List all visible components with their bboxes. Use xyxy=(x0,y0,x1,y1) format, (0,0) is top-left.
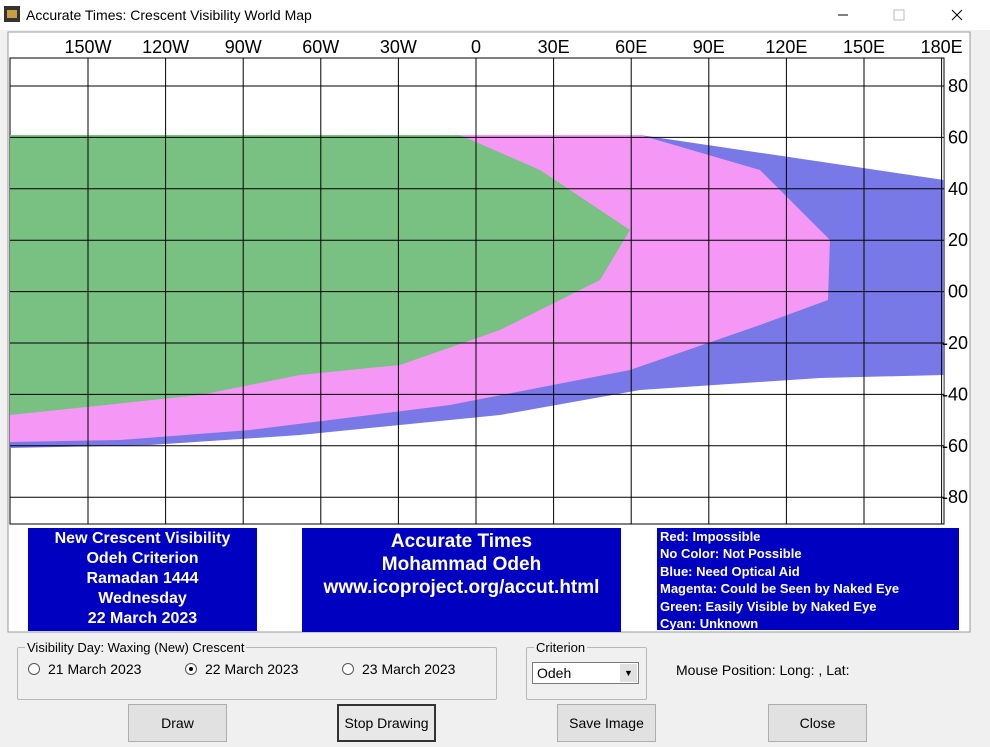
button[interactable]: Draw xyxy=(128,704,227,742)
group-label: Criterion xyxy=(534,640,588,655)
panel-line: Accurate Times xyxy=(390,531,533,552)
longitude-label: 30W xyxy=(380,37,417,57)
panel-line: 22 March 2023 xyxy=(87,610,198,627)
latitude-label: -80 xyxy=(942,487,968,507)
day-radio[interactable]: 21 March 2023 xyxy=(28,661,141,677)
panel-line: Blue: Need Optical Aid xyxy=(660,563,800,579)
panel-line: Red: Impossible xyxy=(660,529,761,544)
longitude-label: 150E xyxy=(843,37,885,57)
latitude-label: 60 xyxy=(948,127,968,147)
longitude-label: 30E xyxy=(538,37,570,57)
longitude-label: 90W xyxy=(225,37,262,57)
criterion-select[interactable]: Odeh ▼ xyxy=(532,662,639,684)
latitude-label: -60 xyxy=(942,436,968,456)
longitude-label: 180E xyxy=(921,37,963,57)
day-radio[interactable]: 22 March 2023 xyxy=(185,661,298,677)
radio-label: 23 March 2023 xyxy=(362,661,456,677)
latitude-label: 80 xyxy=(948,76,968,96)
panel-line: Ramadan 1444 xyxy=(86,570,199,587)
radio-dot[interactable] xyxy=(185,663,197,675)
latitude-label: 40 xyxy=(948,179,968,199)
window-controls[interactable] xyxy=(830,0,990,30)
radio-label: 21 March 2023 xyxy=(48,661,142,677)
panel-line: Cyan: Unknown xyxy=(660,616,759,632)
panel-line: Green: Easily Visible by Naked Eye xyxy=(660,598,877,614)
panel-line: Mohammad Odeh xyxy=(381,554,542,575)
button[interactable]: Close xyxy=(768,704,867,742)
info-panel: New Crescent Visibility Odeh Criterion Ram… xyxy=(28,528,257,631)
latitude-label: 20 xyxy=(948,230,968,250)
longitude-label: 120E xyxy=(765,37,807,57)
longitude-label: 0 xyxy=(471,37,481,57)
radio-dot[interactable] xyxy=(342,663,354,675)
latitude-label: -20 xyxy=(942,333,968,353)
panel-line: Odeh Criterion xyxy=(86,550,199,567)
latitude-label: 00 xyxy=(948,282,968,302)
button[interactable]: Stop Drawing xyxy=(337,704,436,742)
longitude-label: 90E xyxy=(693,37,725,57)
radio-label: 22 March 2023 xyxy=(205,661,299,677)
title-bar: Accurate Times: Crescent Visibility Worl… xyxy=(0,0,990,30)
longitude-label: 60E xyxy=(615,37,647,57)
longitude-label: 150W xyxy=(64,37,111,57)
legend-panel: Red: Impossible No Color: Not Possible Blu… xyxy=(657,528,959,632)
panel-line: Magenta: Could be Seen by Naked Eye xyxy=(660,581,900,597)
day-radio[interactable]: 23 March 2023 xyxy=(342,661,455,677)
credit-panel: Accurate Times Mohammad Odeh www.icoprojec… xyxy=(302,528,621,632)
longitude-label: 120W xyxy=(142,37,189,57)
button[interactable]: Save Image xyxy=(557,704,656,742)
panel-line: Wednesday xyxy=(98,590,187,607)
latitude-label: -40 xyxy=(942,384,968,404)
group-label: Visibility Day: Waxing (New) Crescent xyxy=(25,640,247,655)
panel-line: New Crescent Visibility xyxy=(54,530,231,547)
panel-line: www.icoproject.org/accut.html xyxy=(323,577,600,598)
panel-line: No Color: Not Possible xyxy=(660,546,802,562)
criterion-value: Odeh xyxy=(537,665,572,681)
radio-dot[interactable] xyxy=(28,663,40,675)
longitude-label: 60W xyxy=(302,37,339,57)
mouse-position: Mouse Position: Long: , Lat: xyxy=(676,662,850,678)
app-icon xyxy=(4,6,20,22)
day-group xyxy=(17,647,497,700)
window-title: Accurate Times: Crescent Visibility Worl… xyxy=(26,7,312,23)
